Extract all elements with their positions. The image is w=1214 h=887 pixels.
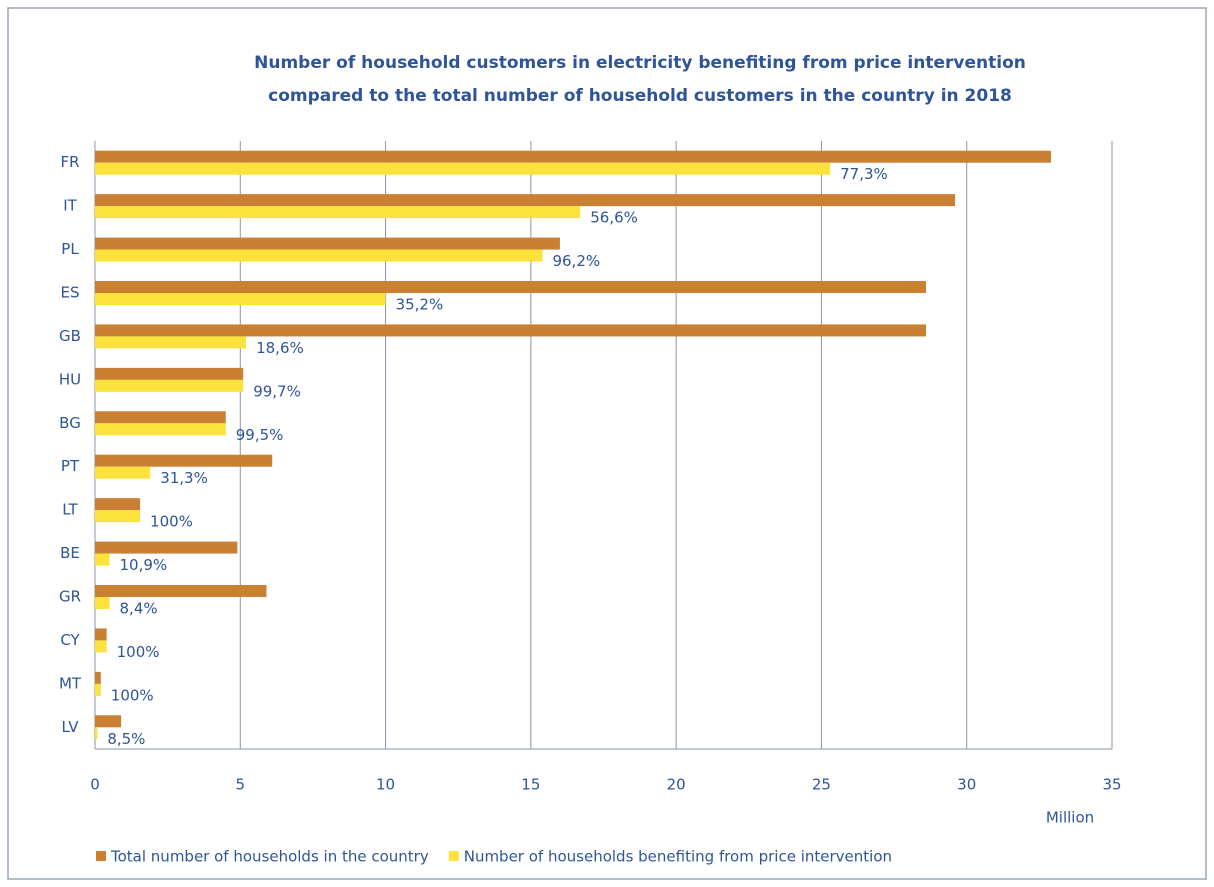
share-label: 100% bbox=[117, 643, 160, 661]
x-tick-label: 30 bbox=[957, 776, 976, 794]
bar bbox=[95, 237, 560, 250]
y-tick-label: MT bbox=[59, 674, 82, 692]
x-tick-label: 15 bbox=[521, 776, 540, 794]
chart-title: Number of household customers in electri… bbox=[254, 53, 1026, 73]
y-tick-label: GB bbox=[59, 327, 81, 345]
y-tick-label: IT bbox=[63, 197, 77, 215]
y-tick-label: HU bbox=[59, 370, 81, 388]
x-tick-label: 0 bbox=[90, 776, 100, 794]
share-label: 77,3% bbox=[840, 165, 888, 183]
y-tick-label: LT bbox=[62, 501, 78, 519]
share-label: 100% bbox=[150, 513, 193, 531]
share-label: 8,4% bbox=[120, 600, 158, 618]
bar bbox=[95, 454, 273, 467]
bar bbox=[95, 683, 101, 696]
share-label: 35,2% bbox=[396, 296, 444, 314]
x-tick-label: 25 bbox=[812, 776, 831, 794]
share-label: 100% bbox=[111, 686, 154, 704]
legend-swatch bbox=[96, 851, 106, 861]
bar bbox=[95, 423, 226, 436]
y-tick-label: FR bbox=[60, 153, 79, 171]
share-label: 96,2% bbox=[552, 252, 600, 270]
chart-title: compared to the total number of househol… bbox=[268, 86, 1012, 106]
x-tick-label: 10 bbox=[376, 776, 395, 794]
bar bbox=[95, 336, 247, 349]
bar bbox=[95, 553, 110, 566]
y-tick-label: GR bbox=[59, 588, 81, 606]
bar bbox=[95, 162, 831, 175]
bar bbox=[95, 194, 956, 207]
bar bbox=[95, 367, 244, 380]
bar bbox=[95, 249, 543, 262]
y-tick-label: CY bbox=[60, 631, 80, 649]
share-label: 18,6% bbox=[256, 339, 304, 357]
legend-label: Number of households benefiting from pri… bbox=[464, 848, 892, 866]
bar bbox=[95, 541, 238, 554]
bar bbox=[95, 640, 107, 653]
bar bbox=[95, 597, 110, 609]
legend-swatch bbox=[448, 851, 459, 861]
share-label: 56,6% bbox=[590, 209, 638, 227]
y-tick-label: ES bbox=[61, 284, 80, 302]
bar bbox=[95, 281, 927, 293]
bar bbox=[95, 498, 141, 511]
bar bbox=[95, 411, 226, 424]
bar bbox=[95, 715, 122, 728]
y-tick-label: LV bbox=[62, 718, 80, 736]
legend-label: Total number of households in the countr… bbox=[110, 848, 429, 866]
share-label: 99,5% bbox=[236, 426, 284, 444]
y-tick-label: PL bbox=[61, 240, 79, 258]
y-tick-label: PT bbox=[61, 457, 80, 475]
bar bbox=[95, 727, 98, 740]
bar bbox=[95, 324, 927, 337]
bar bbox=[95, 206, 581, 219]
bar bbox=[95, 671, 101, 684]
y-tick-label: BE bbox=[60, 544, 80, 562]
bar bbox=[95, 379, 244, 392]
x-tick-label: 35 bbox=[1102, 776, 1121, 794]
bar bbox=[95, 150, 1051, 163]
bar bbox=[95, 510, 141, 523]
frame bbox=[7, 7, 1207, 880]
share-label: 8,5% bbox=[107, 730, 145, 748]
bar bbox=[95, 585, 267, 597]
y-tick-label: BG bbox=[59, 414, 81, 432]
share-label: 10,9% bbox=[120, 556, 168, 574]
share-label: 31,3% bbox=[160, 469, 208, 487]
share-label: 99,7% bbox=[253, 382, 301, 400]
x-tick-label: 20 bbox=[667, 776, 686, 794]
bar bbox=[95, 628, 107, 641]
x-tick-label: 5 bbox=[236, 776, 246, 794]
bar bbox=[95, 293, 386, 305]
x-axis-label: Million bbox=[1046, 809, 1094, 827]
bar bbox=[95, 466, 151, 479]
